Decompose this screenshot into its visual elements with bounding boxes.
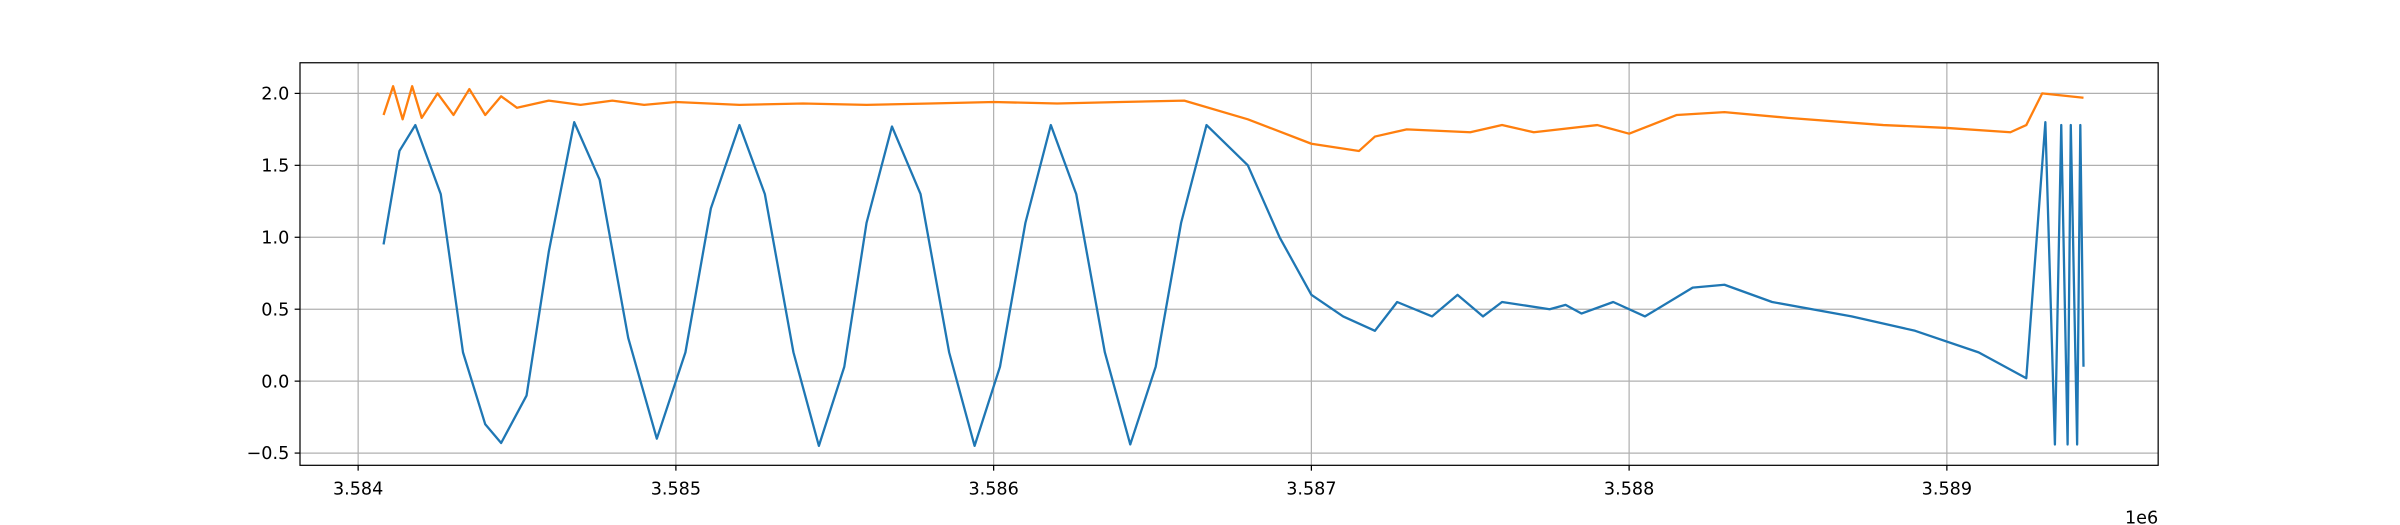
x-offset-label: 1e6: [2125, 508, 2158, 525]
x-tick-label: 3.586: [968, 479, 1018, 499]
y-tick-label: 1.5: [261, 156, 289, 176]
y-tick-label: 0.0: [261, 372, 289, 392]
x-tick-label: 3.587: [1286, 479, 1336, 499]
plot-frame: [299, 62, 2159, 466]
x-tick-label: 3.588: [1604, 479, 1654, 499]
y-tick-label: 0.5: [261, 300, 289, 320]
x-tick-label: 3.589: [1922, 479, 1972, 499]
y-tick-label: −0.5: [247, 444, 290, 464]
x-tick-label: 3.585: [651, 479, 701, 499]
x-tick-label: 3.584: [333, 479, 383, 499]
data-line: [382, 121, 2085, 448]
data-line: [382, 85, 2084, 153]
y-tick-label: 2.0: [261, 85, 289, 105]
y-tick-label: 1.0: [261, 228, 289, 248]
